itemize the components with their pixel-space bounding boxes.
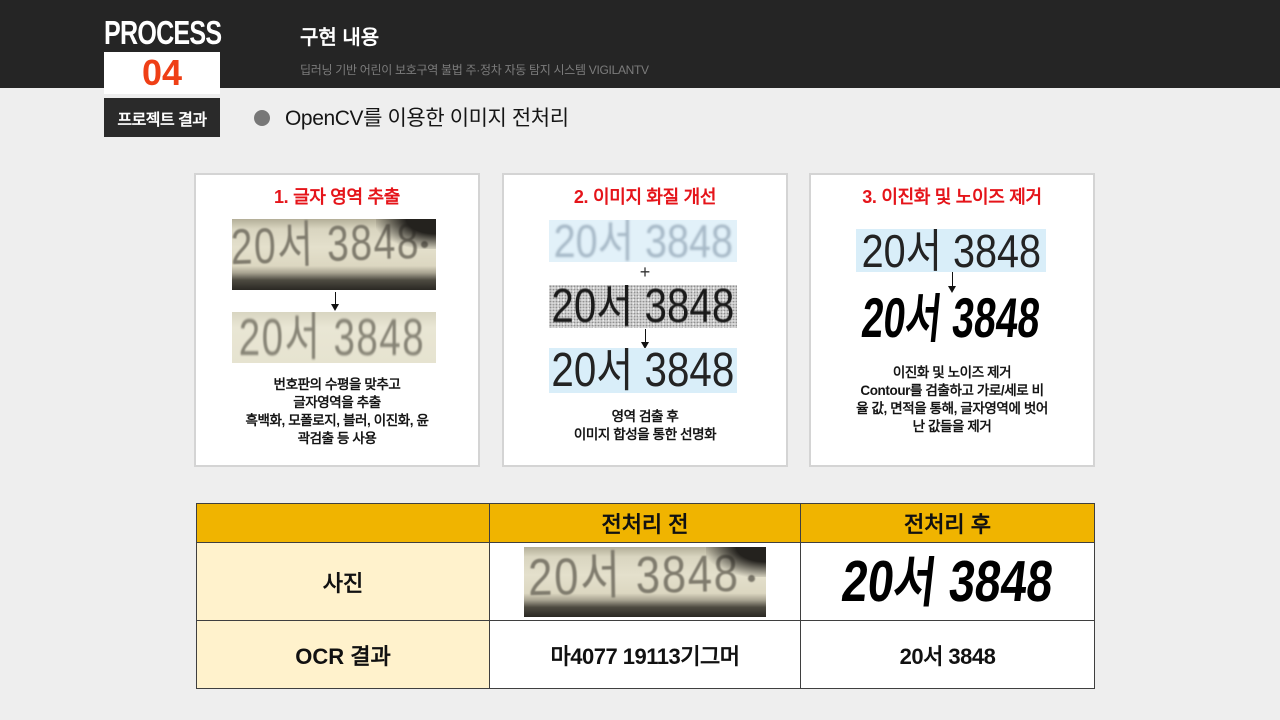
plate-text: 20서 3848 <box>238 312 426 363</box>
step-title: 3. 이진화 및 노이즈 제거 <box>862 187 1042 207</box>
bullet-icon <box>254 110 270 126</box>
description-line: 곽검출 등 사용 <box>297 431 377 446</box>
row-label: 사진 <box>196 542 490 621</box>
result-table: 전처리 전 전처리 후 사진 20서 3848 20서 3848 OCR 결과 … <box>196 503 1095 689</box>
plate-text: 20서 3848 <box>551 285 735 328</box>
arrow-down-icon <box>640 329 650 349</box>
table-header-cell: 전처리 전 <box>489 503 801 543</box>
step-description: 이진화 및 노이즈 제거 Contour를 검출하고 가로/세로 비 율 값, … <box>811 364 1093 436</box>
step-title: 1. 글자 영역 추출 <box>273 187 401 207</box>
plate-text: 20서 3848 <box>859 293 1044 342</box>
plate-text: 20서 3848 <box>232 219 421 275</box>
plate-image-sharpened: 20서 3848 <box>549 348 737 393</box>
ocr-result-before: 마4077 19113기그머 <box>489 620 801 689</box>
step-description: 번호판의 수평을 맞추고 글자영역을 추출 흑백화, 모폴로지, 블러, 이진화… <box>196 376 478 448</box>
plate-text: 20서 3848 <box>838 555 1057 608</box>
step-description: 영역 검출 후 이미지 합성을 통한 선명화 <box>504 408 786 444</box>
plate-text: 20서 3848 <box>527 546 741 607</box>
plate-text: 20서 3848 <box>551 348 735 393</box>
section-number: 04 <box>141 52 183 93</box>
table-cell: 20서 3848 <box>800 542 1095 621</box>
arrow-down-icon <box>330 292 340 311</box>
description-line: 이진화 및 노이즈 제거 <box>892 365 1012 380</box>
section-name-box: 프로젝트 결과 <box>104 98 220 137</box>
description-line: 흑백화, 모폴로지, 블러, 이진화, 윤 <box>245 413 429 428</box>
section-name: 프로젝트 결과 <box>117 111 207 129</box>
table-header-cell <box>196 503 490 543</box>
step-card-3: 3. 이진화 및 노이즈 제거 20서 3848 20서 3848 이진화 및 … <box>809 173 1095 467</box>
table-row: 사진 20서 3848 20서 3848 <box>196 542 1095 621</box>
ocr-result-after: 20서 3848 <box>800 620 1095 689</box>
plate-image-sharpened: 20서 3848 <box>856 229 1046 272</box>
plate-text: 20서 3848 <box>553 220 733 262</box>
plate-bolt <box>421 241 428 248</box>
description-line: 번호판의 수평을 맞추고 <box>273 377 401 392</box>
plate-image-binary: 20서 3848 <box>856 293 1046 342</box>
plate-text: 20서 3848 <box>861 229 1041 272</box>
plate-photo-cropped: 20서 3848 <box>232 312 436 363</box>
description-line: 난 값들을 제거 <box>912 419 992 434</box>
plate-bolt <box>748 574 755 582</box>
step-card-2: 2. 이미지 화질 개선 20서 3848 + 20서 3848 20서 384… <box>502 173 788 467</box>
table-cell: 20서 3848 <box>489 542 801 621</box>
description-line: 이미지 합성을 통한 선명화 <box>573 427 717 442</box>
plate-image-faint: 20서 3848 <box>549 220 737 262</box>
step-title: 2. 이미지 화질 개선 <box>573 187 717 207</box>
arrow-down-icon <box>947 272 957 293</box>
table-header-cell: 전처리 후 <box>800 503 1095 543</box>
section-number-box: 04 <box>104 52 220 94</box>
description-line: Contour를 검출하고 가로/세로 비 <box>860 383 1044 398</box>
section-heading: OpenCV를 이용한 이미지 전처리 <box>285 107 569 130</box>
table-row: OCR 결과 마4077 19113기그머 20서 3848 <box>196 620 1095 689</box>
page-subtitle: 딥러닝 기반 어린이 보호구역 불법 주·정차 자동 탐지 시스템 VIGILA… <box>300 63 649 77</box>
description-line: 영역 검출 후 <box>611 409 679 424</box>
step-card-1: 1. 글자 영역 추출 20서 3848 20서 3848 번호판의 수평을 맞… <box>194 173 480 467</box>
plate-photo-before: 20서 3848 <box>524 546 766 617</box>
section-label: PROCESS <box>104 14 222 51</box>
plate-image-after: 20서 3848 <box>833 555 1062 608</box>
description-line: 글자영역을 추출 <box>293 395 381 410</box>
plate-image-grainy: 20서 3848 <box>549 285 737 328</box>
table-header-row: 전처리 전 전처리 후 <box>196 503 1095 543</box>
plus-sign: + <box>639 262 651 282</box>
description-line: 율 값, 면적을 통해, 글자영역에 벗어 <box>856 401 1048 416</box>
plate-photo-original: 20서 3848 <box>232 219 436 290</box>
page-title: 구현 내용 <box>300 27 380 49</box>
row-label: OCR 결과 <box>196 620 490 689</box>
